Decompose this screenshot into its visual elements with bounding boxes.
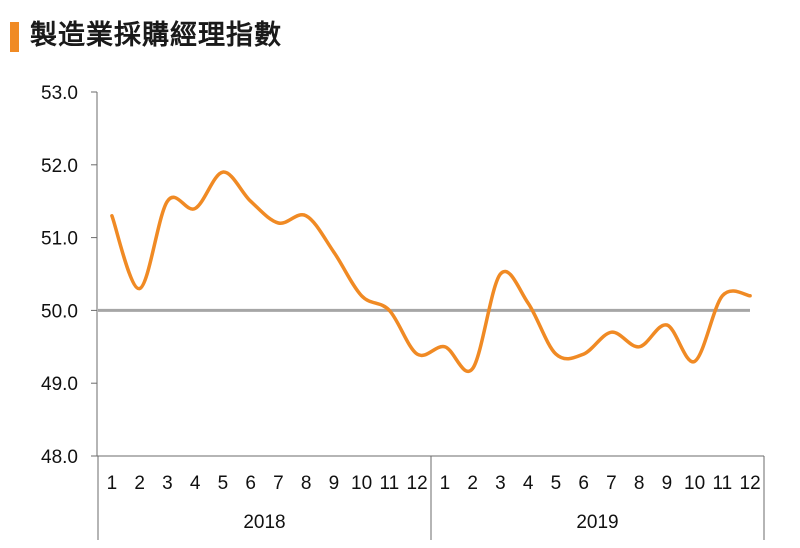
x-tick-label: 8 xyxy=(301,473,312,494)
x-tick-label: 5 xyxy=(551,473,562,494)
x-tick-label: 7 xyxy=(273,473,284,494)
x-tick-label: 8 xyxy=(634,473,645,494)
y-tick-label: 48.0 xyxy=(41,447,78,468)
title-accent-bar xyxy=(10,22,19,52)
y-tick-label: 52.0 xyxy=(41,156,78,177)
x-tick-label: 3 xyxy=(162,473,173,494)
chart-title: 製造業採購經理指數 xyxy=(30,20,282,51)
x-tick-label: 4 xyxy=(523,473,534,494)
x-tick-label: 4 xyxy=(190,473,201,494)
x-tick-label: 9 xyxy=(329,473,340,494)
x-tick-label: 1 xyxy=(440,473,451,494)
x-tick-label: 2 xyxy=(134,473,145,494)
y-tick-label: 51.0 xyxy=(41,229,78,250)
group-label: 2018 xyxy=(243,512,285,533)
x-tick-label: 2 xyxy=(467,473,478,494)
x-tick-label: 5 xyxy=(218,473,229,494)
x-tick-label: 10 xyxy=(351,473,372,494)
x-tick-label: 12 xyxy=(740,473,761,494)
x-tick-label: 10 xyxy=(684,473,705,494)
x-tick-label: 6 xyxy=(578,473,589,494)
x-tick-label: 12 xyxy=(407,473,428,494)
x-tick-label: 11 xyxy=(380,473,400,494)
x-tick-label: 11 xyxy=(713,473,733,494)
x-tick-label: 6 xyxy=(245,473,256,494)
y-tick-label: 49.0 xyxy=(41,374,78,395)
x-tick-label: 7 xyxy=(606,473,617,494)
y-tick-label: 50.0 xyxy=(41,301,78,322)
y-tick-label: 53.0 xyxy=(41,83,78,104)
series-line xyxy=(110,170,752,374)
x-tick-label: 1 xyxy=(107,473,118,494)
group-label: 2019 xyxy=(576,512,618,533)
x-tick-label: 9 xyxy=(662,473,673,494)
x-tick-label: 3 xyxy=(495,473,506,494)
